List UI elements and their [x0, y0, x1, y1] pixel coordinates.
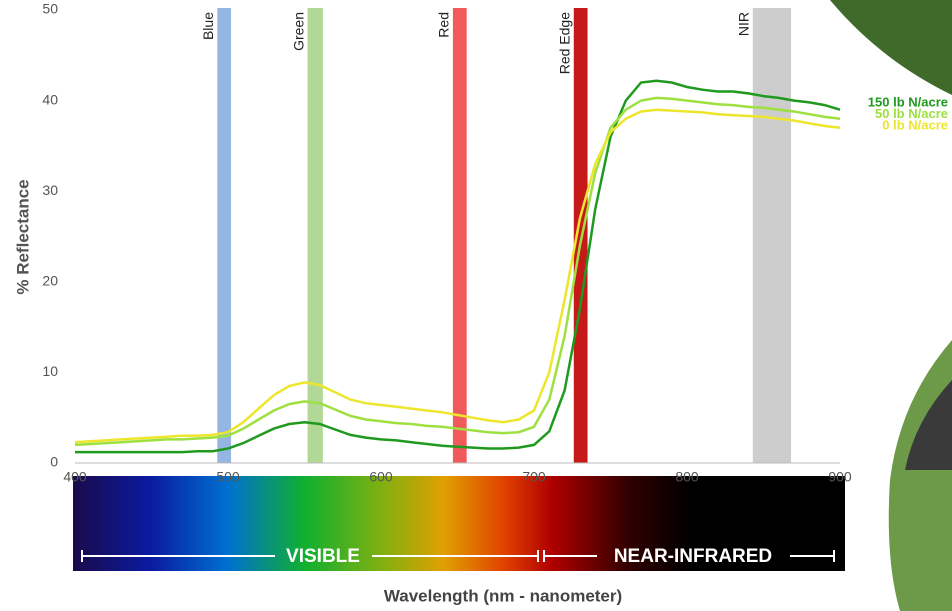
x-tick-label: 600: [369, 469, 393, 485]
legend-label: 0 lb N/acre: [882, 117, 948, 132]
spectrum-label: NEAR-INFRARED: [614, 546, 772, 567]
x-tick-label: 900: [828, 469, 852, 485]
band: [217, 8, 232, 463]
band-label: Green: [290, 12, 306, 51]
photo-decoration: [830, 0, 952, 611]
y-tick-label: 40: [42, 91, 58, 107]
band: [573, 8, 588, 463]
band-label: Red: [436, 12, 452, 38]
series-line: [74, 108, 841, 444]
band-label: Red Edge: [556, 12, 572, 74]
spectrum-brackets: [81, 550, 835, 562]
band: [752, 8, 792, 463]
x-tick-label: 500: [216, 469, 240, 485]
legend-label: 50 lb N/acre: [875, 106, 948, 121]
y-axis-title: % Reflectance: [13, 179, 32, 294]
band: [307, 8, 323, 463]
y-tick-label: 10: [42, 363, 58, 379]
y-tick-label: 20: [42, 273, 58, 289]
x-tick-label: 700: [522, 469, 546, 485]
x-tick-label: 800: [675, 469, 699, 485]
band-label: Blue: [200, 12, 216, 40]
series-line: [75, 79, 841, 454]
legend-label: 150 lb N/acre: [868, 94, 948, 109]
y-tick-label: 50: [42, 1, 58, 17]
series-line: [74, 96, 841, 447]
band: [452, 8, 467, 463]
x-tick-label: 400: [63, 469, 87, 485]
band-label: NIR: [735, 12, 751, 36]
y-tick-label: 0: [50, 454, 58, 470]
y-tick-label: 30: [42, 182, 58, 198]
spectrum-label: VISIBLE: [286, 546, 360, 567]
x-axis-title: Wavelength (nm - nanometer): [384, 586, 622, 605]
